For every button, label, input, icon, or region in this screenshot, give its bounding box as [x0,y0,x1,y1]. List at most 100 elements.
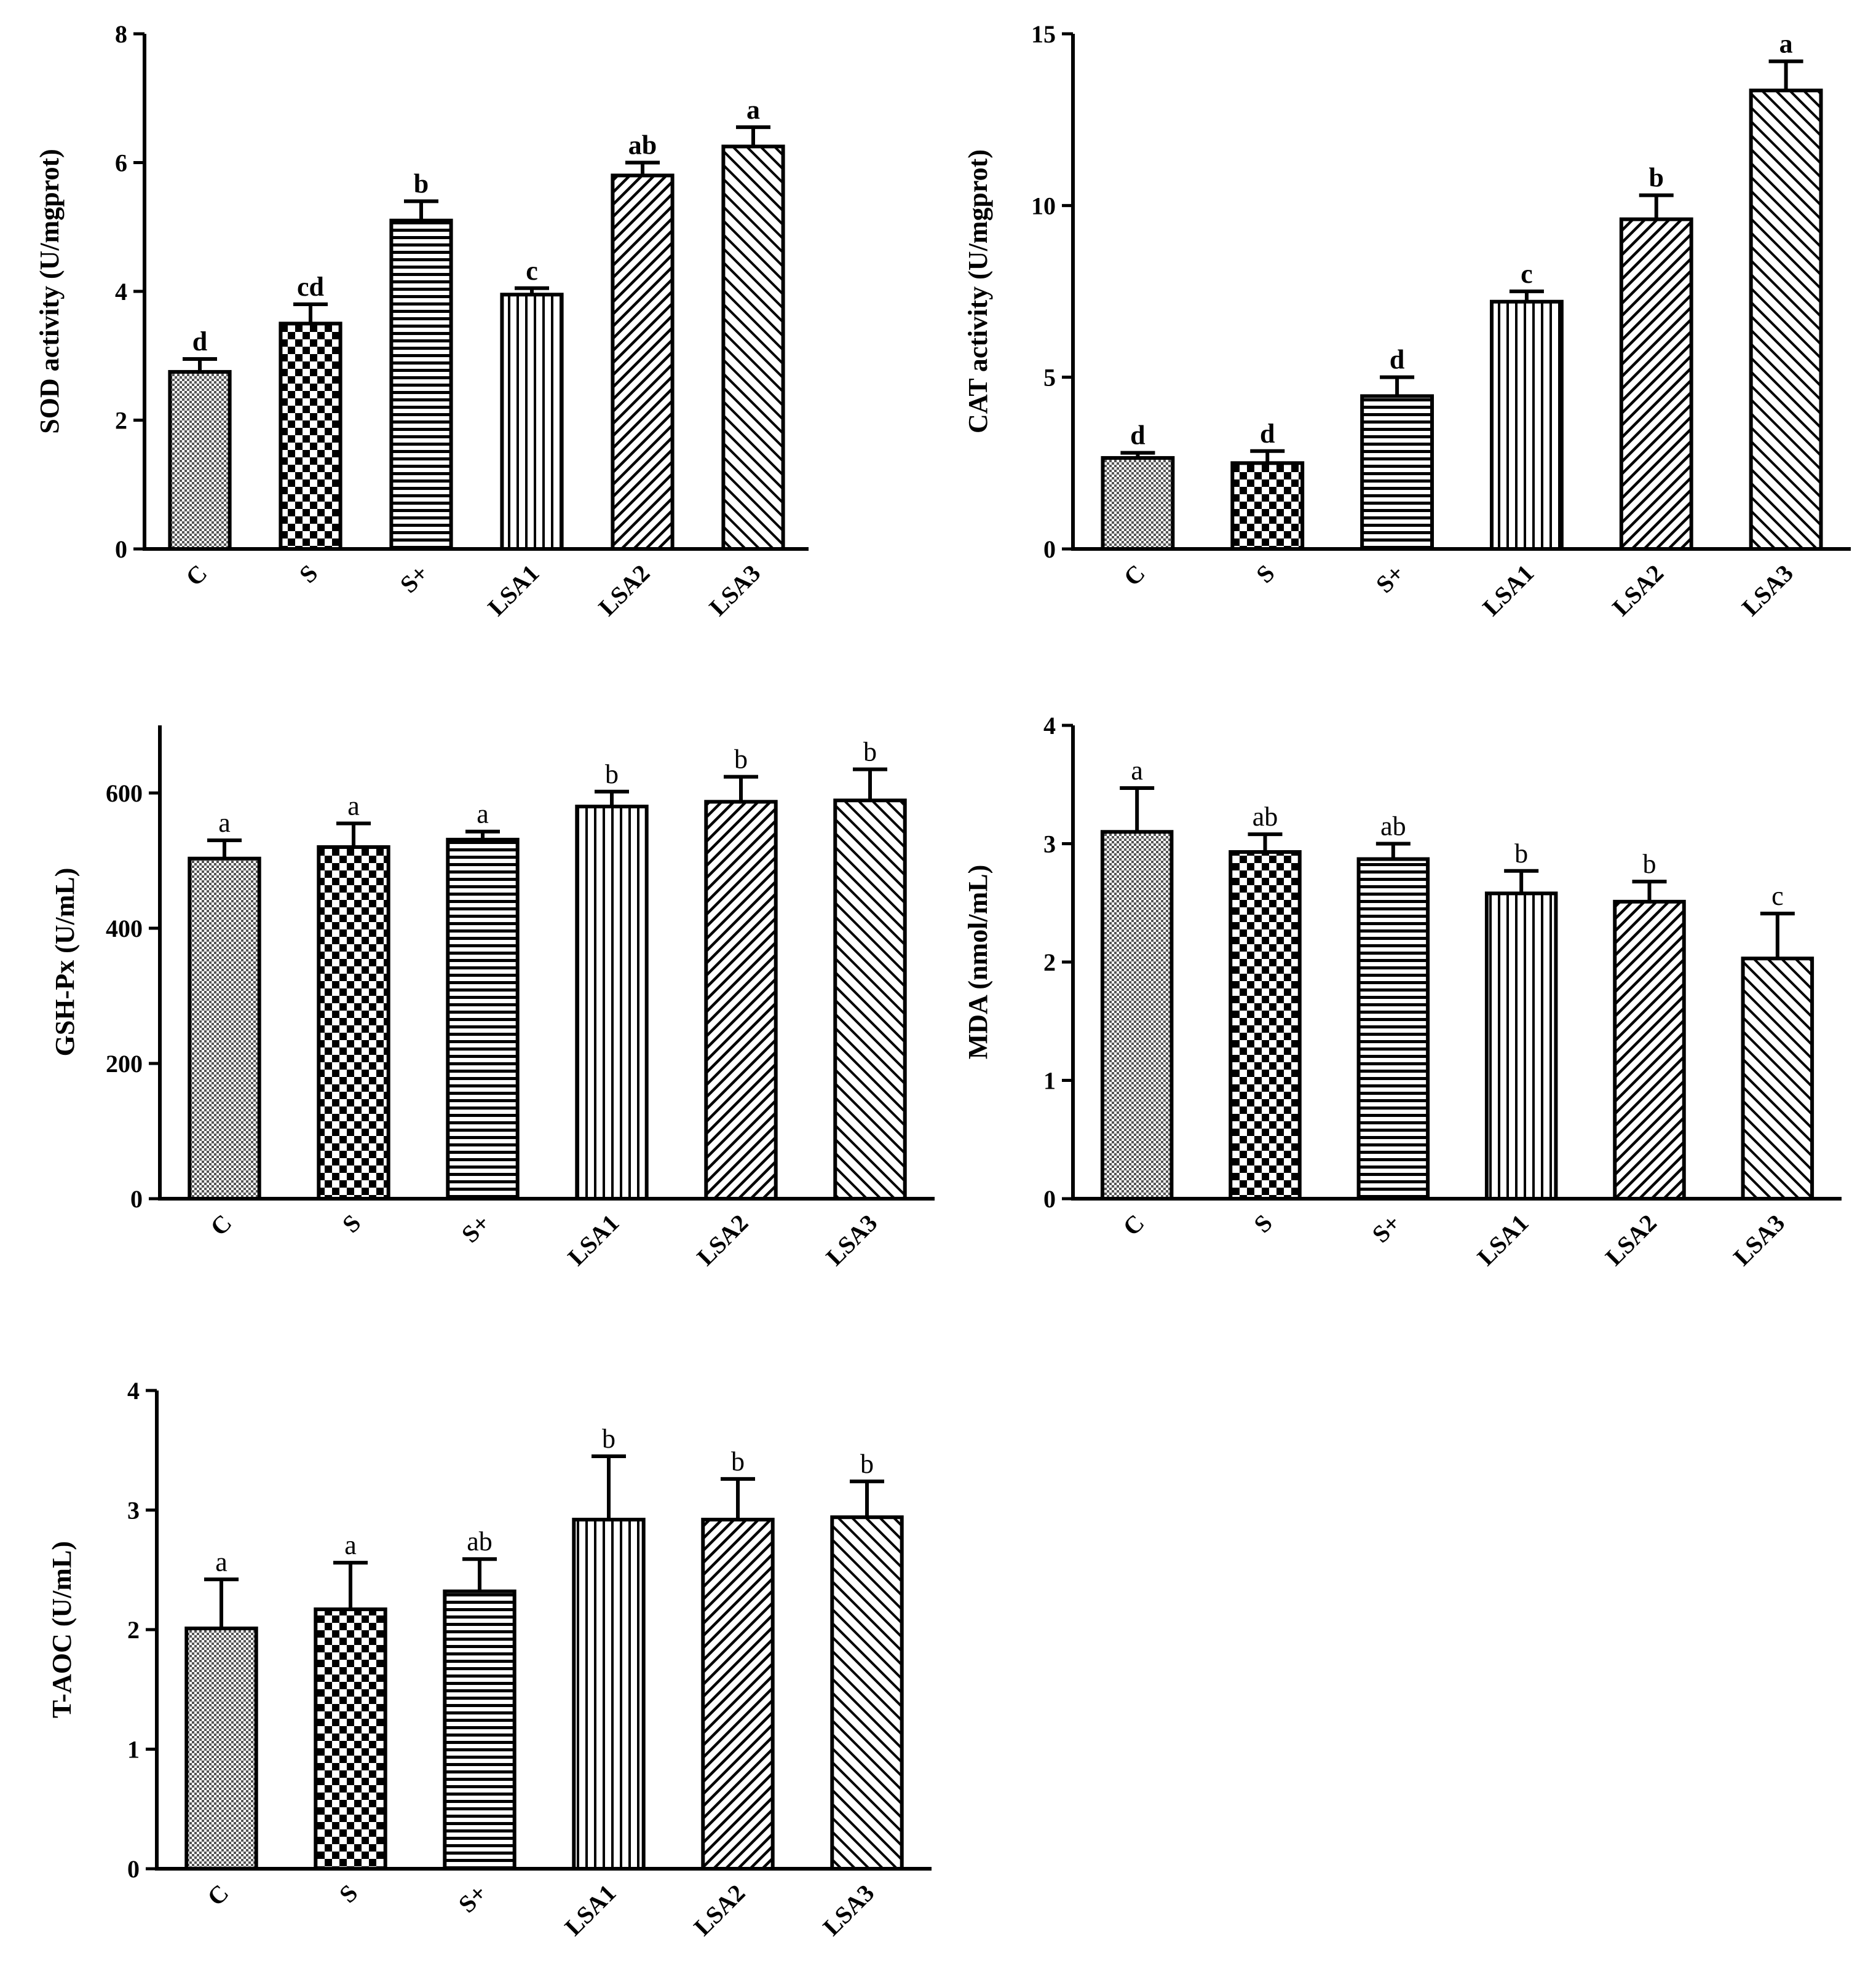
sod-significance-letter: c [526,256,538,286]
cat-category-label: LSA2 [1607,559,1669,621]
gshpx-significance-letter: b [734,744,748,775]
gshpx-bar-c [188,856,261,1201]
sod-category-label: LSA3 [703,559,766,621]
taoc-category-label: C [202,1879,234,1911]
gshpx-category-label: S [337,1209,366,1239]
taoc-significance-letter: b [602,1424,615,1454]
taoc-chart: 0 1 2 3 4 T-AOC (U/mL) a Ca Sab S+ b LSA1 b LSA2 b LSA3 [47,1377,932,1941]
mda-y-tick-label: 4 [1043,712,1056,740]
gshpx-bar-splus [446,837,520,1201]
gshpx-y-tick-label: 400 [106,915,143,942]
taoc-significance-letter: ab [467,1526,493,1556]
sod-significance-letter: ab [628,130,657,160]
gshpx-bar-lsa3 [833,799,907,1201]
sod-bar-lsa1 [500,293,564,551]
gshpx-bar-lsa1 [575,805,649,1201]
taoc-y-tick-label: 1 [127,1736,140,1764]
taoc-bar-s [314,1607,387,1871]
cat-y-tick-label: 10 [1031,192,1056,219]
sod-category-label: C [180,559,212,591]
sod-bar-s [279,321,342,551]
sod-category-label: S+ [395,559,434,599]
sod-bar-lsa2 [611,173,675,551]
cat-significance-letter: d [1130,420,1145,451]
cat-y-tick-label: 15 [1031,20,1056,48]
cat-bar-lsa1 [1489,299,1564,551]
gshpx-category-label: LSA1 [562,1209,624,1271]
gshpx-significance-letter: b [863,737,877,767]
gshpx-y-tick-label: 200 [106,1050,143,1078]
taoc-significance-letter: a [344,1530,357,1560]
gshpx-bar-s [317,845,390,1201]
cat-bar-lsa3 [1749,89,1823,551]
mda-bar-s [1229,850,1302,1201]
cat-category-label: S+ [1371,559,1410,599]
mda-category-label: S+ [1367,1209,1406,1248]
taoc-significance-letter: a [215,1547,228,1577]
taoc-category-label: S+ [453,1879,493,1919]
taoc-category-label: S [334,1879,363,1909]
mda-bar-splus [1356,857,1430,1201]
mda-y-tick-label: 3 [1043,830,1056,858]
cat-significance-letter: b [1649,163,1664,193]
sod-y-tick-label: 6 [115,149,127,177]
taoc-y-axis-label: T-AOC (U/mL) [47,1541,77,1718]
taoc-bar-splus [443,1589,516,1871]
mda-category-label: C [1117,1209,1149,1241]
mda-y-tick-label: 0 [1043,1185,1056,1213]
gshpx-category-label: C [205,1209,237,1241]
mda-category-label: S [1248,1209,1278,1239]
cat-bar-s [1230,461,1305,551]
gshpx-significance-letter: a [477,799,489,829]
sod-significance-letter: a [746,95,760,125]
sod-y-axis-label: SOD activity (U/mgprot) [34,149,65,434]
cat-category-label: S [1251,559,1280,589]
mda-significance-letter: c [1771,881,1784,911]
mda-category-label: LSA2 [1600,1209,1662,1271]
cat-category-label: C [1118,559,1150,591]
mda-y-tick-label: 2 [1043,949,1056,976]
mda-category-label: LSA1 [1472,1209,1534,1271]
cat-bar-splus [1360,394,1435,551]
mda-significance-letter: b [1514,838,1528,869]
taoc-significance-letter: b [731,1446,745,1477]
sod-category-label: S [294,559,323,589]
cat-y-tick-label: 5 [1043,364,1056,392]
taoc-y-tick-label: 3 [127,1497,140,1525]
cat-bar-lsa2 [1619,217,1693,551]
mda-chart: 0 1 2 3 4 MDA (nmol/mL) a Cab Sab S+ b LSA1 b LSA2 c LS… [963,712,1842,1271]
gshpx-category-label: LSA3 [820,1209,882,1271]
gshpx-y-tick-label: 600 [106,779,143,807]
gshpx-significance-letter: b [605,759,619,789]
mda-bar-lsa1 [1484,891,1558,1201]
gshpx-y-tick-label: 0 [130,1185,143,1213]
mda-y-axis-label: MDA (nmol/mL) [963,865,993,1060]
taoc-category-label: LSA2 [688,1879,750,1941]
sod-chart: 0 2 4 6 8 SOD activity (U/mgprot) d Ccd Sb S+ c LSA… [34,20,809,621]
taoc-y-tick-label: 0 [127,1855,140,1883]
taoc-bar-c [184,1627,258,1871]
taoc-bar-lsa2 [701,1518,775,1871]
cat-significance-letter: a [1779,29,1793,59]
cat-category-label: LSA1 [1477,559,1539,621]
gshpx-category-label: S+ [456,1209,496,1248]
cat-significance-letter: c [1521,259,1533,289]
cat-y-axis-label: CAT activity (U/mgprot) [963,149,993,433]
mda-category-label: LSA3 [1728,1209,1790,1271]
cat-chart: 0 5 10 15 CAT activity (U/mgprot) d Cd Sd S+ c LSA… [963,20,1851,621]
sod-bar-lsa3 [721,144,785,551]
cat-y-tick-label: 0 [1043,535,1056,563]
cat-category-label: LSA3 [1736,559,1799,621]
taoc-y-tick-label: 2 [127,1616,140,1644]
sod-bar-c [168,369,232,551]
sod-significance-letter: d [192,326,207,357]
mda-bar-lsa2 [1613,899,1686,1201]
gshpx-y-axis-label: GSH-Px (U/mL) [50,868,80,1057]
taoc-category-label: LSA1 [559,1879,621,1941]
mda-significance-letter: ab [1253,802,1278,832]
taoc-bar-lsa1 [572,1518,646,1871]
sod-y-tick-label: 4 [115,278,127,306]
sod-significance-letter: cd [297,272,324,302]
mda-significance-letter: b [1643,849,1656,879]
